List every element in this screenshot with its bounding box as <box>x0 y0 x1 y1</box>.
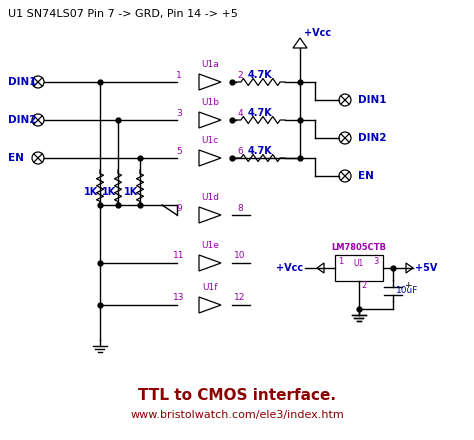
Text: +5V: +5V <box>415 263 438 273</box>
Text: 10uF: 10uF <box>396 286 419 295</box>
Text: DIN1: DIN1 <box>8 77 36 87</box>
Text: 2: 2 <box>237 70 243 80</box>
Text: LM7805CTB: LM7805CTB <box>331 242 386 252</box>
Text: 11: 11 <box>173 252 185 260</box>
Text: 10: 10 <box>234 252 246 260</box>
Text: 4: 4 <box>237 109 243 117</box>
Text: DIN2: DIN2 <box>8 115 36 125</box>
Text: 1K: 1K <box>124 187 138 197</box>
Text: www.bristolwatch.com/ele3/index.htm: www.bristolwatch.com/ele3/index.htm <box>130 410 344 420</box>
Text: 4.7K: 4.7K <box>248 70 273 80</box>
Text: TTL to CMOS interface.: TTL to CMOS interface. <box>138 388 336 403</box>
Text: 4.7K: 4.7K <box>248 146 273 156</box>
Text: U1: U1 <box>354 258 364 268</box>
Text: 1: 1 <box>176 70 182 80</box>
Text: 1K: 1K <box>102 187 116 197</box>
Text: DIN1: DIN1 <box>358 95 386 105</box>
Text: EN: EN <box>8 153 24 163</box>
Text: 6: 6 <box>237 147 243 155</box>
Text: U1b: U1b <box>201 98 219 106</box>
Text: U1c: U1c <box>201 136 219 144</box>
Text: U1a: U1a <box>201 59 219 69</box>
Text: 13: 13 <box>173 293 185 303</box>
Text: 1: 1 <box>338 257 343 267</box>
Text: 12: 12 <box>234 293 246 303</box>
Text: U1 SN74LS07 Pin 7 -> GRD, Pin 14 -> +5: U1 SN74LS07 Pin 7 -> GRD, Pin 14 -> +5 <box>8 9 238 19</box>
Text: +Vcc: +Vcc <box>276 263 303 273</box>
Text: U1f: U1f <box>202 282 218 291</box>
Text: U1d: U1d <box>201 193 219 202</box>
Text: 1K: 1K <box>84 187 98 197</box>
Text: U1e: U1e <box>201 241 219 249</box>
Text: 4.7K: 4.7K <box>248 108 273 118</box>
Text: 3: 3 <box>374 257 379 267</box>
Text: EN: EN <box>358 171 374 181</box>
Text: +: + <box>404 281 411 290</box>
Bar <box>335 255 383 281</box>
Text: DIN2: DIN2 <box>358 133 386 143</box>
Text: 8: 8 <box>237 203 243 213</box>
Text: 2: 2 <box>361 281 366 290</box>
Text: 3: 3 <box>176 109 182 117</box>
Text: +Vcc: +Vcc <box>304 28 331 38</box>
Text: 5: 5 <box>176 147 182 155</box>
Text: 9: 9 <box>176 203 182 213</box>
